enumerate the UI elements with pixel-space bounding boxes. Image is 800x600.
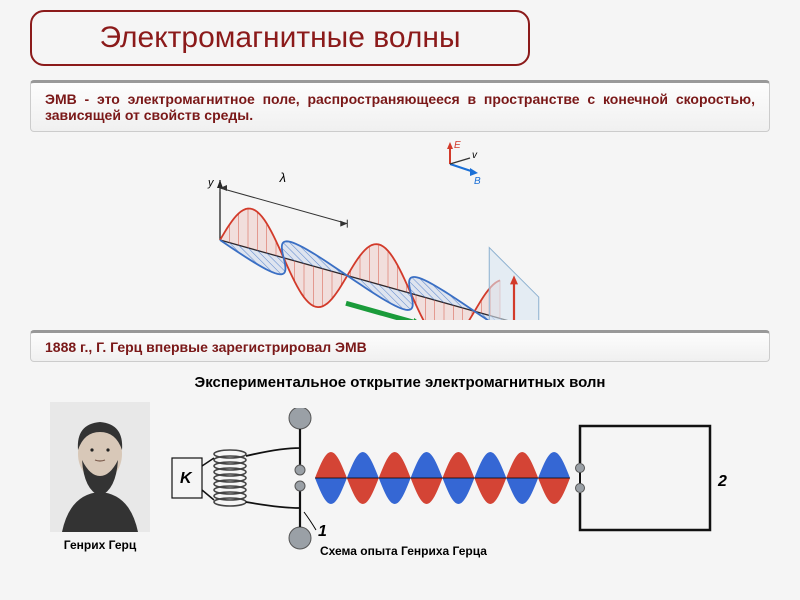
experiment-area: Генрих Герц K 1 2 Схема опыта Генриха Гер… xyxy=(40,398,760,578)
svg-text:E: E xyxy=(454,140,461,151)
svg-text:v: v xyxy=(472,150,478,161)
hertz-box: 1888 г., Г. Герц впервые зарегистрировал… xyxy=(30,330,770,362)
circuit-caption: Схема опыта Генриха Герца xyxy=(320,544,487,558)
experiment-title: Экспериментальное открытие электромагнит… xyxy=(0,374,800,391)
hertz-text: 1888 г., Г. Герц впервые зарегистрировал… xyxy=(45,339,367,355)
definition-box: ЭМВ - это электромагнитное поле, распрос… xyxy=(30,80,770,132)
svg-text:1: 1 xyxy=(318,523,327,540)
svg-text:2: 2 xyxy=(717,473,727,490)
definition-text: ЭМВ - это электромагнитное поле, распрос… xyxy=(45,91,755,123)
svg-text:y: y xyxy=(207,177,215,189)
title-box: Электромагнитные волны xyxy=(30,10,530,66)
portrait-caption: Генрих Герц xyxy=(40,538,160,552)
svg-text:λ: λ xyxy=(279,170,286,185)
hertz-portrait xyxy=(50,402,150,532)
svg-text:B: B xyxy=(474,176,481,187)
em-wave-diagram: zy vEBv λ xyxy=(160,140,640,320)
svg-text:K: K xyxy=(180,470,193,487)
page-title: Электромагнитные волны xyxy=(99,21,460,55)
